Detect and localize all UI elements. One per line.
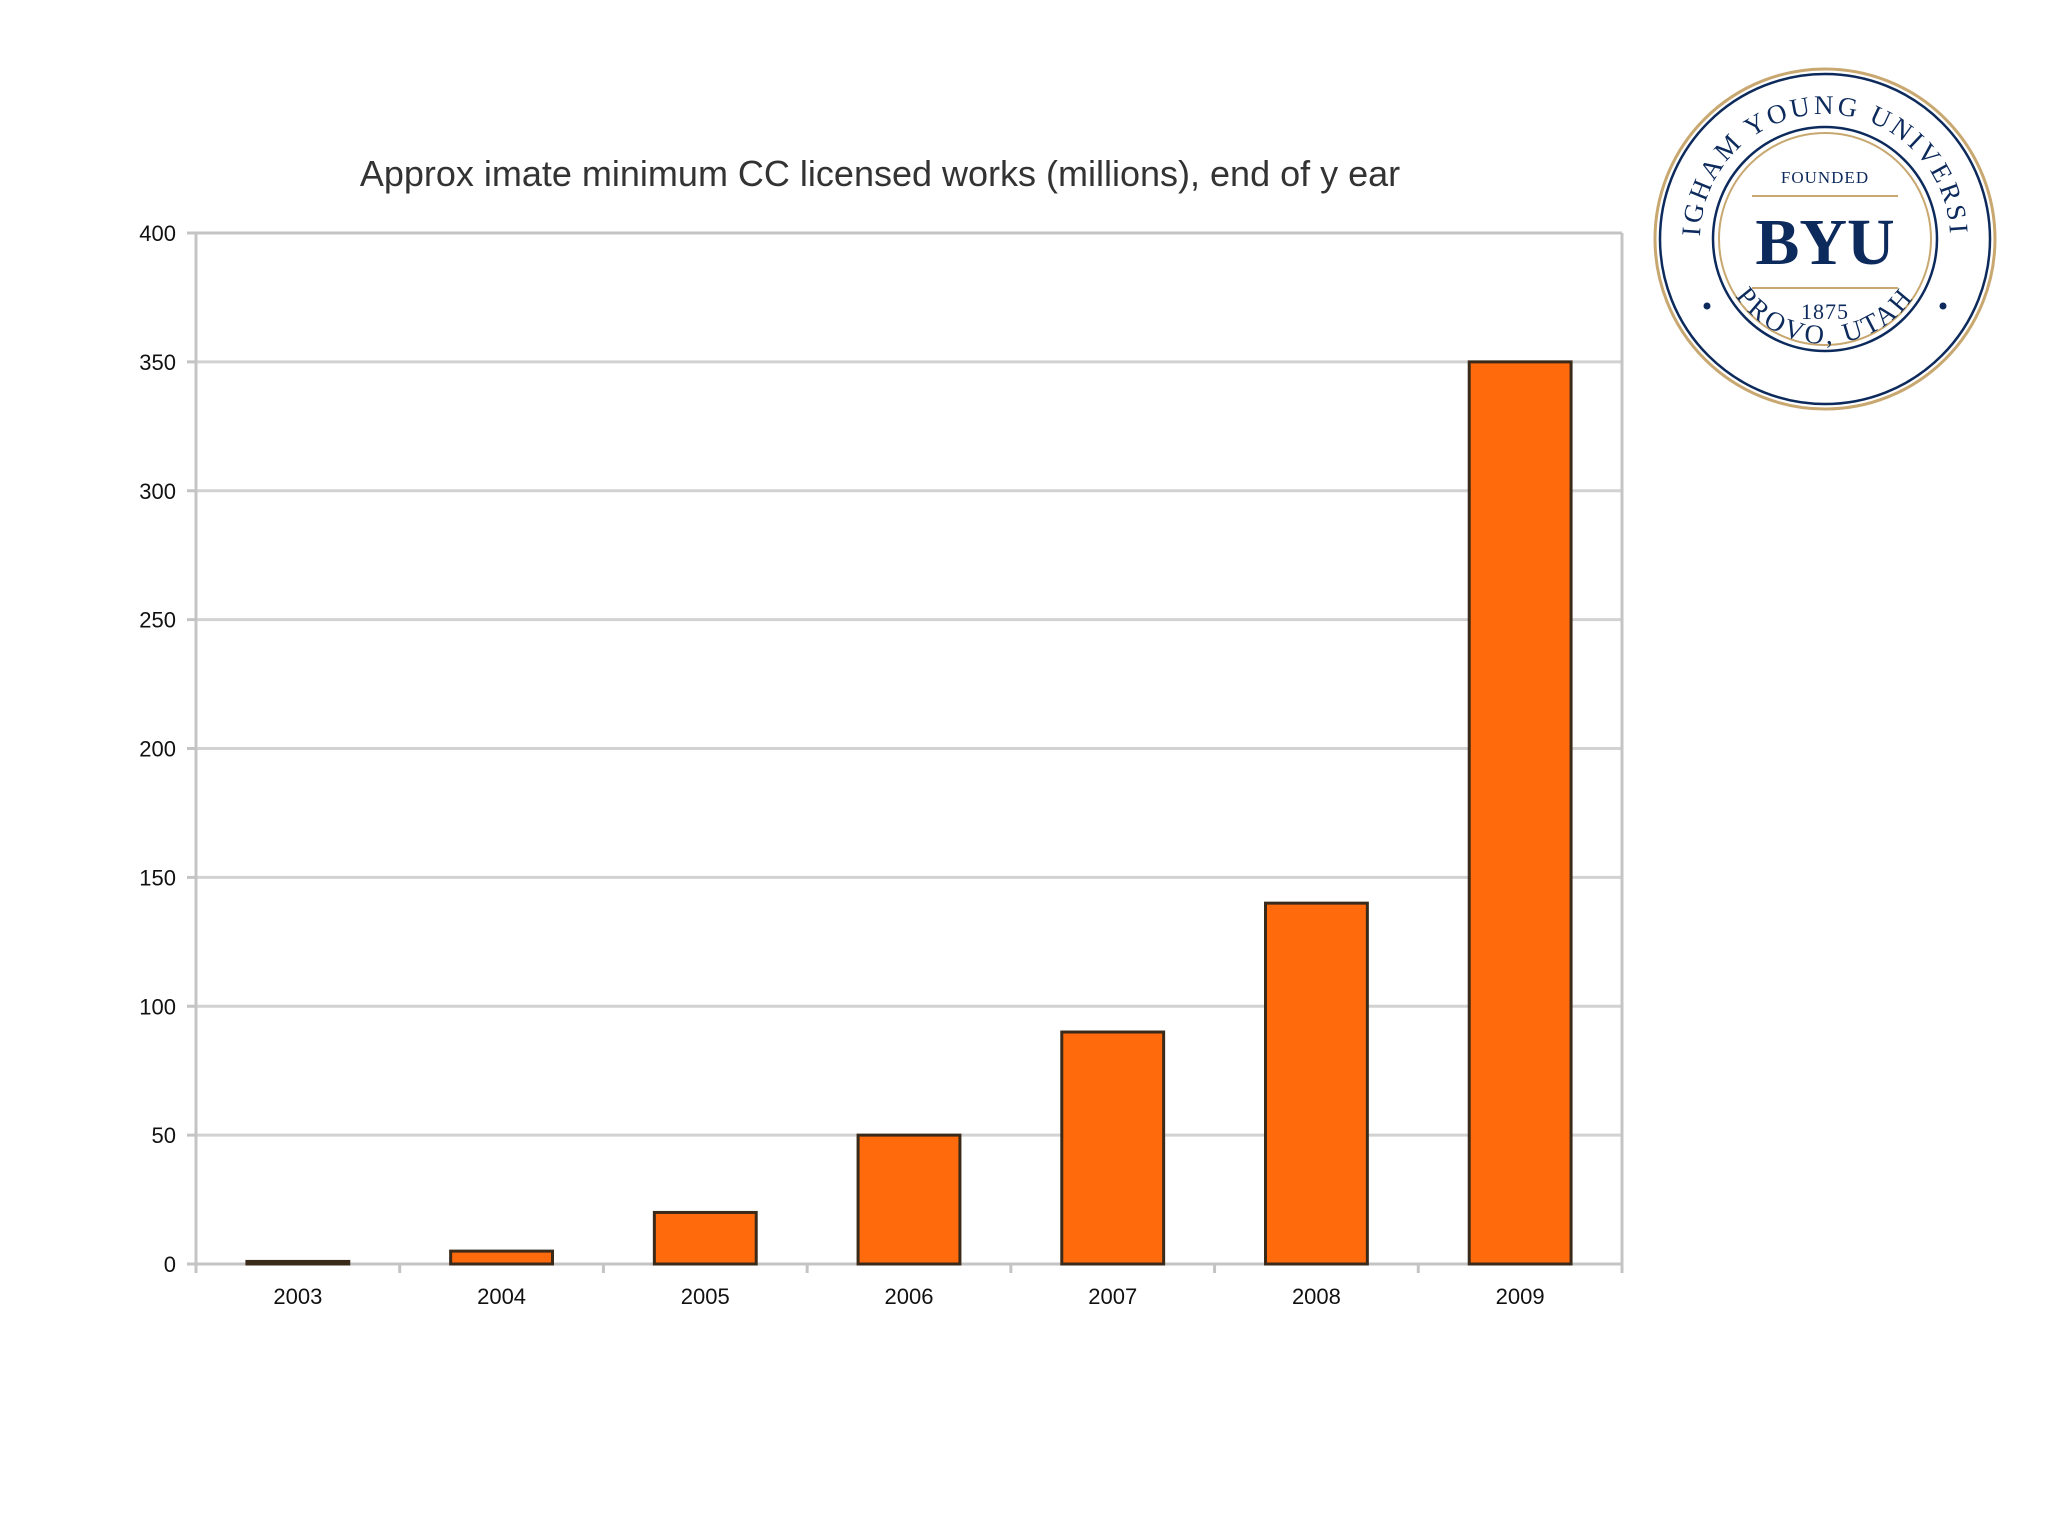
seal-dot-right	[1939, 302, 1947, 310]
byu-seal-logo: BRIGHAM YOUNG UNIVERSITY PROVO, UTAH FOU…	[1641, 42, 1998, 412]
y-tick-label: 0	[164, 1252, 176, 1277]
seal-inner-navy-ring	[1711, 125, 1939, 353]
seal-inner-gold-ring	[1718, 132, 1932, 346]
y-tick-label: 150	[139, 865, 176, 890]
bar-2007	[1060, 1030, 1166, 1266]
bar-2008	[1264, 901, 1369, 1266]
bar-2006	[856, 1133, 962, 1266]
bar-2003	[245, 1259, 351, 1266]
grid-lines	[196, 231, 1622, 1137]
seal-monogram: BYU	[1755, 206, 1894, 279]
bar-2009	[1467, 360, 1573, 1266]
x-axis-tick-labels: 2003 2004 2005 2006 2007 2008 2009	[273, 1284, 1544, 1309]
seal-founded-label: FOUNDED	[1781, 168, 1869, 187]
y-tick-label: 400	[139, 221, 176, 246]
bars	[245, 360, 1573, 1266]
seal-year: 1875	[1801, 299, 1849, 324]
y-tick-label: 50	[152, 1123, 176, 1148]
y-tick-label: 300	[139, 479, 176, 504]
seal-dot-left	[1703, 302, 1711, 310]
y-tick-label: 200	[139, 737, 176, 762]
seal-outer-navy-ring	[1658, 72, 1992, 406]
x-tick-label: 2009	[1496, 1284, 1545, 1309]
x-tick-label: 2007	[1088, 1284, 1137, 1309]
y-tick-label: 100	[139, 994, 176, 1019]
bar-2004	[449, 1249, 554, 1266]
x-tick-label: 2006	[885, 1284, 934, 1309]
chart-title: Approx imate minimum CC licensed works (…	[360, 153, 1400, 194]
x-tick-label: 2005	[681, 1284, 730, 1309]
axes	[187, 231, 1624, 1273]
bar-2005	[652, 1210, 758, 1266]
x-tick-label: 2004	[477, 1284, 526, 1309]
byu-seal-graphic: BRIGHAM YOUNG UNIVERSITY PROVO, UTAH FOU…	[1641, 42, 1997, 411]
y-tick-label: 350	[139, 350, 176, 375]
y-tick-label: 250	[139, 608, 176, 633]
x-tick-label: 2008	[1292, 1284, 1341, 1309]
y-axis-tick-labels: 0 50 100 150 200 250 300 350 400	[139, 221, 176, 1277]
seal-outer-ring	[1653, 67, 1997, 411]
x-tick-label: 2003	[273, 1284, 322, 1309]
